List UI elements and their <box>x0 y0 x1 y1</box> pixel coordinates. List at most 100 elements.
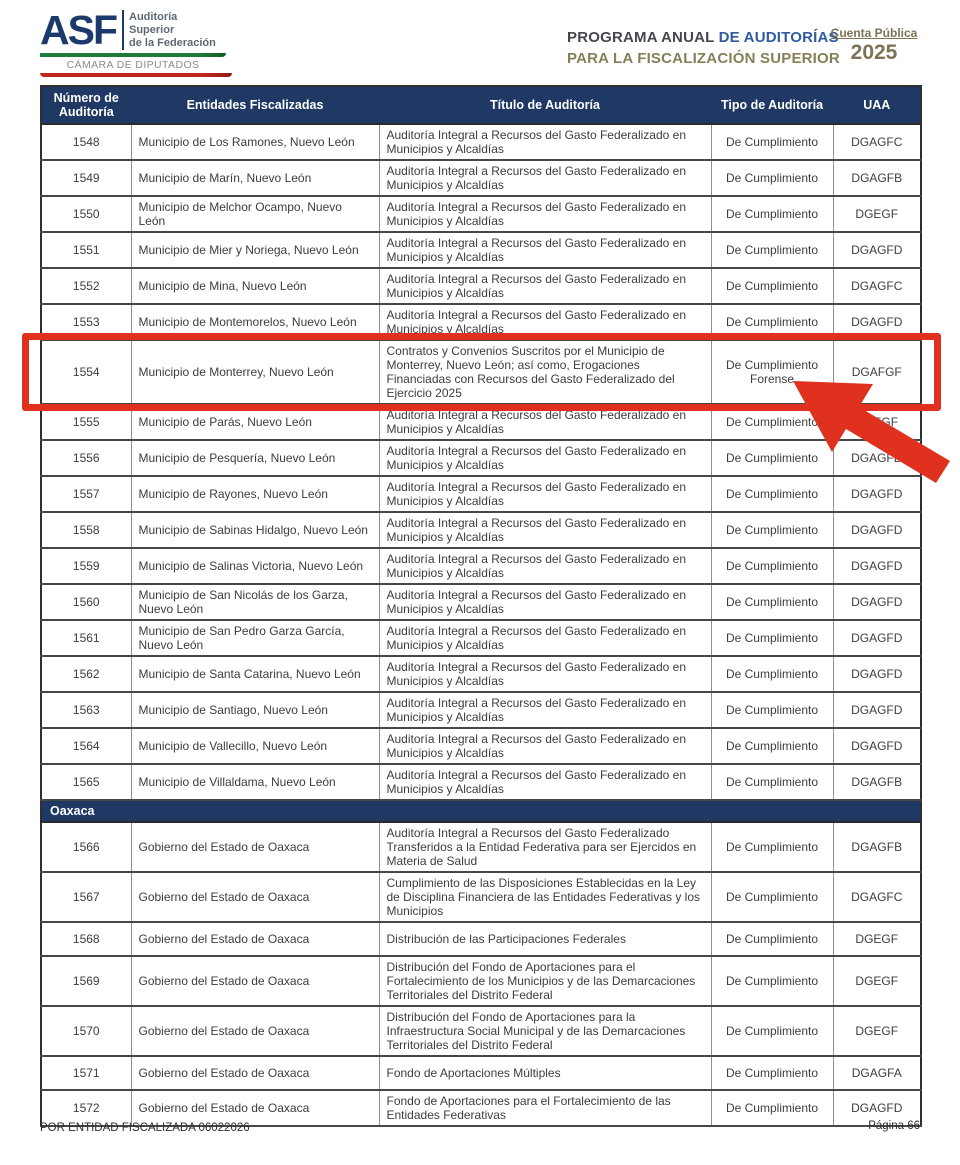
logo-tagline-line: Auditoría <box>129 10 178 23</box>
cell-audit-number: 1554 <box>22 333 950 483</box>
cell-audit-title: Auditoría Integral a Recursos del Gasto … <box>378 267 712 305</box>
cell-audit-title: Auditoría Integral a Recursos del Gasto … <box>378 195 712 233</box>
cell-audit-number: 1549 <box>40 159 132 197</box>
cell-audit-number: 1565 <box>40 763 132 801</box>
audit-table-body: 1548 Municipio de Los Ramones, Nuevo León… <box>22 123 950 1127</box>
audit-table-wrap: Número de Auditoría Entidades Fiscalizad… <box>22 85 950 1127</box>
cell-uaa: DGAGFD <box>832 655 922 693</box>
cell-audit-number: 1572 <box>40 1089 132 1127</box>
cell-audit-number: 1552 <box>40 267 132 305</box>
cell-audit-title: Contratos y Convenios Suscritos por el M… <box>378 339 712 405</box>
cell-entity: Municipio de Santa Catarina, Nuevo León <box>130 655 380 693</box>
cell-uaa: DGAGFB <box>832 159 922 197</box>
table-row: 1570 Gobierno del Estado de Oaxaca Distrib… <box>40 1005 922 1057</box>
asf-chamber-text: CÁMARA DE DIPUTADOS <box>66 59 200 71</box>
cell-audit-title: Auditoría Integral a Recursos del Gasto … <box>378 231 712 269</box>
cell-audit-type: De Cumplimiento <box>710 439 834 477</box>
cell-entity: Municipio de Mina, Nuevo León <box>130 267 380 305</box>
program-title-part1: PROGRAMA ANUAL <box>567 29 715 46</box>
cell-entity: Municipio de San Nicolás de los Garza, N… <box>130 583 380 621</box>
cell-audit-type: De Cumplimiento <box>710 821 834 873</box>
cell-entity: Gobierno del Estado de Oaxaca <box>130 821 380 873</box>
asf-logo-text: ASF <box>40 7 118 53</box>
cell-audit-number: 1567 <box>40 871 132 923</box>
logo-red-line <box>40 73 232 77</box>
cell-audit-title: Auditoría Integral a Recursos del Gasto … <box>378 619 712 657</box>
cell-audit-type: De Cumplimiento <box>710 655 834 693</box>
cell-entity: Municipio de Pesquería, Nuevo León <box>130 439 380 477</box>
table-row: 1548 Municipio de Los Ramones, Nuevo León… <box>40 123 922 161</box>
cell-audit-type: De Cumplimiento <box>710 303 834 341</box>
footer-report-label: POR ENTIDAD FISCALIZADA 06022026 <box>40 1122 250 1134</box>
table-row: 1566 Gobierno del Estado de Oaxaca Auditor… <box>40 821 922 873</box>
column-header-numero: Número de Auditoría <box>40 85 132 125</box>
cell-audit-type: De Cumplimiento <box>710 547 834 585</box>
cell-audit-title: Distribución del Fondo de Aportaciones p… <box>378 1005 712 1057</box>
table-row: 1572 Gobierno del Estado de Oaxaca Fondo d… <box>40 1089 922 1127</box>
table-row: 1567 Gobierno del Estado de Oaxaca Cumplim… <box>40 871 922 923</box>
cell-audit-type: De Cumplimiento <box>710 763 834 801</box>
cell-audit-title: Auditoría Integral a Recursos del Gasto … <box>378 691 712 729</box>
asf-logo: ASF Auditoría Superior de la Federación … <box>40 8 236 77</box>
cell-audit-number: 1564 <box>40 727 132 765</box>
cell-audit-number: 1570 <box>40 1005 132 1057</box>
cell-audit-type: De Cumplimiento <box>710 921 834 957</box>
cell-entity: Municipio de Rayones, Nuevo León <box>130 475 380 513</box>
cell-audit-title: Distribución de las Participaciones Fede… <box>378 921 712 957</box>
cell-audit-number: 1551 <box>40 231 132 269</box>
cell-entity: Municipio de Villaldama, Nuevo León <box>130 763 380 801</box>
cell-audit-type: De Cumplimiento <box>710 1055 834 1091</box>
cell-entity: Municipio de Mier y Noriega, Nuevo León <box>130 231 380 269</box>
table-row: 1564 Municipio de Vallecillo, Nuevo León A… <box>40 727 922 765</box>
cell-uaa: DGEGF <box>832 1005 922 1057</box>
table-row: 1554 Municipio de Monterrey, Nuevo León Co… <box>22 333 950 483</box>
cell-audit-number: 1548 <box>40 123 132 161</box>
cuenta-publica-label: Cuenta Pública <box>830 26 918 40</box>
cell-audit-number: 1560 <box>40 583 132 621</box>
cell-audit-type: De Cumplimiento <box>710 691 834 729</box>
column-header-uaa: UAA <box>832 85 922 125</box>
cell-entity: Municipio de Melchor Ocampo, Nuevo León <box>130 195 380 233</box>
cell-entity: Municipio de Salinas Victoria, Nuevo Leó… <box>130 547 380 585</box>
cell-audit-title: Auditoría Integral a Recursos del Gasto … <box>378 727 712 765</box>
cell-entity: Municipio de Sabinas Hidalgo, Nuevo León <box>130 511 380 549</box>
cell-audit-type: De Cumplimiento <box>710 727 834 765</box>
cell-entity: Municipio de Vallecillo, Nuevo León <box>130 727 380 765</box>
cell-audit-number: 1568 <box>40 921 132 957</box>
table-row: 1561 Municipio de San Pedro Garza García,… <box>40 619 922 657</box>
cell-audit-type: De Cumplimiento <box>710 267 834 305</box>
cell-entity: Municipio de San Pedro Garza García, Nue… <box>130 619 380 657</box>
cell-audit-type: De Cumplimiento <box>710 475 834 513</box>
cell-audit-type: De Cumplimiento <box>710 231 834 269</box>
cell-audit-number: 1563 <box>40 691 132 729</box>
cell-uaa: DGAGFB <box>832 821 922 873</box>
cell-uaa: DGAGFD <box>832 303 922 341</box>
cell-audit-title: Auditoría Integral a Recursos del Gasto … <box>378 547 712 585</box>
cell-uaa: DGAGFA <box>832 1055 922 1091</box>
cell-audit-title: Auditoría Integral a Recursos del Gasto … <box>378 439 712 477</box>
cell-audit-number: 1569 <box>40 955 132 1007</box>
program-title: PROGRAMA ANUAL DE AUDITORÍAS PARA LA FIS… <box>567 27 840 69</box>
cell-audit-type: De Cumplimiento <box>710 195 834 233</box>
cell-uaa: DGEGF <box>832 955 922 1007</box>
footer-page-number: Página 66 <box>868 1120 920 1132</box>
table-row: 1559 Municipio de Salinas Victoria, Nuevo… <box>40 547 922 585</box>
cell-uaa: DGAGFD <box>832 547 922 585</box>
cell-uaa: DGEGF <box>832 195 922 233</box>
cell-entity: Municipio de Montemorelos, Nuevo León <box>130 303 380 341</box>
cell-audit-title: Auditoría Integral a Recursos del Gasto … <box>378 511 712 549</box>
cell-audit-type: De Cumplimiento <box>710 159 834 197</box>
cell-audit-number: 1571 <box>40 1055 132 1091</box>
program-title-line2: PARA LA FISCALIZACIÓN SUPERIOR <box>567 50 840 67</box>
cell-audit-title: Cumplimiento de las Disposiciones Establ… <box>378 871 712 923</box>
table-header-row: Número de Auditoría Entidades Fiscalizad… <box>40 85 922 125</box>
cell-audit-number: 1555 <box>40 403 132 441</box>
cell-audit-number: 1559 <box>40 547 132 585</box>
cell-uaa: DGAGFC <box>832 123 922 161</box>
cell-audit-number: 1558 <box>40 511 132 549</box>
table-row: 1565 Municipio de Villaldama, Nuevo León A… <box>40 763 922 801</box>
cell-audit-title: Fondo de Aportaciones para el Fortalecim… <box>378 1089 712 1127</box>
table-row: 1571 Gobierno del Estado de Oaxaca Fondo d… <box>40 1055 922 1091</box>
cell-audit-type: De Cumplimiento <box>710 871 834 923</box>
